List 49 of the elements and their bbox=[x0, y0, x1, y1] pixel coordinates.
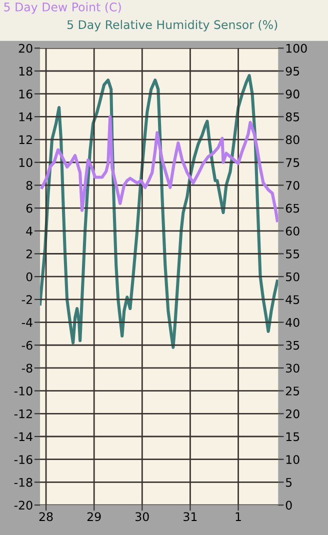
y-tick-label: 20 bbox=[18, 44, 32, 53]
y2-tick-label: 90 bbox=[286, 90, 300, 98]
y-tick-label: -4 bbox=[22, 318, 32, 327]
y2-tick-label: 80 bbox=[286, 135, 300, 144]
x-tick-label: 30 bbox=[136, 512, 149, 522]
y-tick-label: 14 bbox=[19, 112, 32, 122]
y-tick-label: 0 bbox=[26, 272, 32, 282]
y2-tick-label: 55 bbox=[286, 250, 300, 258]
y2-tick-label: 15 bbox=[286, 432, 300, 442]
y2-tick-label: 60 bbox=[286, 226, 300, 236]
y-tick-label: 16 bbox=[19, 90, 32, 98]
x-tick-label: 1 bbox=[236, 512, 241, 521]
y2-tick-label: 70 bbox=[286, 180, 300, 190]
y2-tick-label: 100 bbox=[286, 44, 307, 53]
y-tick-label: 10 bbox=[19, 158, 32, 168]
y2-tick-label: 0 bbox=[286, 500, 292, 510]
x-tick-label: 31 bbox=[184, 512, 197, 522]
y-tick-label: -20 bbox=[14, 500, 32, 510]
y-tick-label: -18 bbox=[14, 478, 32, 487]
y-tick-label: 6 bbox=[26, 204, 32, 213]
y-tick-label: 18 bbox=[19, 66, 32, 76]
y2-tick-label: 30 bbox=[286, 364, 300, 373]
y-tick-label: -8 bbox=[22, 364, 32, 373]
y2-tick-label: 50 bbox=[286, 272, 300, 282]
y-tick-label: -2 bbox=[22, 295, 32, 304]
y-tick-label: -14 bbox=[14, 432, 32, 441]
y2-tick-label: 10 bbox=[286, 455, 300, 464]
y-tick-label: 2 bbox=[26, 249, 32, 258]
y2-tick-label: 5 bbox=[286, 478, 292, 487]
y2-tick-label: 45 bbox=[286, 295, 300, 304]
y2-tick-label: 95 bbox=[286, 66, 300, 76]
y-tick-label: -10 bbox=[14, 386, 32, 396]
x-tick-label: 29 bbox=[87, 512, 101, 522]
y-tick-label: -6 bbox=[22, 340, 32, 350]
y2-tick-label: 65 bbox=[286, 204, 300, 213]
y-tick-label: 12 bbox=[19, 135, 32, 144]
y2-tick-label: 25 bbox=[286, 386, 300, 396]
y2-tick-label: 40 bbox=[286, 318, 300, 327]
text: 5 Day Dew Point (C) bbox=[4, 2, 121, 14]
y2-tick-label: 20 bbox=[286, 409, 300, 418]
y-tick-label: 8 bbox=[26, 180, 32, 190]
y-tick-label: -12 bbox=[14, 409, 32, 418]
y-tick-label: 4 bbox=[26, 226, 32, 236]
y-tick-label: -16 bbox=[14, 455, 32, 464]
y2-tick-label: 35 bbox=[286, 340, 300, 350]
y2-tick-label: 75 bbox=[286, 158, 300, 168]
x-tick-label: 28 bbox=[39, 512, 53, 522]
y2-tick-label: 85 bbox=[286, 112, 300, 122]
text: 5 Day Relative Humidity Sensor (%) bbox=[67, 20, 278, 32]
